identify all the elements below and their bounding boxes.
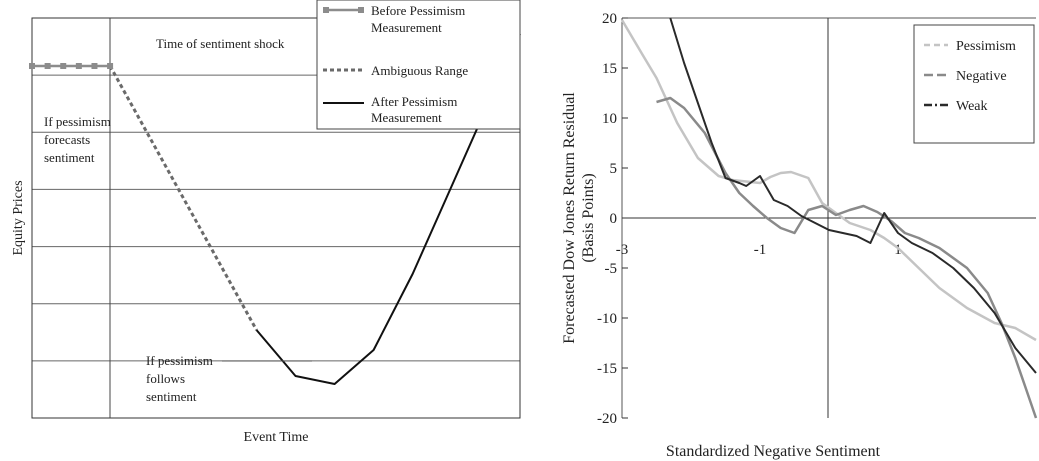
before-series-marker [91, 63, 98, 69]
right-legend: Pessimism Negative Weak [913, 24, 1035, 144]
right-x-tick-label: 1 [894, 242, 902, 258]
legend-label-after-line-2: Measurement [371, 110, 442, 125]
left-x-axis-label: Event Time [244, 430, 309, 445]
right-y-tick-label: 15 [602, 61, 617, 77]
legend-label-before-line-1: Before Pessimism [371, 3, 465, 18]
forecasts-annotation-line-1: If pessimism [44, 114, 111, 129]
right-series-line-pessimism [620, 19, 1037, 342]
right-x-tick-label: -1 [754, 242, 767, 258]
legend-item-negative: Negative [924, 69, 1007, 84]
left-series-line-2 [108, 65, 258, 331]
right-chart: 20 15 10 5 0 -5 -10 -15 -20 -3 -1 1 Standardized N… [561, 11, 1038, 460]
right-y-tick-label: 0 [610, 211, 618, 227]
legend-swatch-before-marker-right [358, 7, 364, 13]
right-y-tick-label: 20 [602, 11, 617, 27]
legend-item-after: After Pessimism Measurement [323, 94, 457, 125]
before-series-marker [107, 63, 114, 69]
legend-label-pessimism: Pessimism [956, 39, 1016, 54]
right-x-tick-label: -3 [616, 242, 629, 258]
before-series-marker [29, 63, 35, 69]
follows-annotation-line-2: follows [146, 371, 185, 386]
right-y-tick-label: -20 [597, 411, 617, 427]
follows-annotation-line-3: sentiment [146, 389, 197, 404]
legend-item-pessimism: Pessimism [924, 39, 1016, 54]
left-y-axis-label: Equity Prices [11, 180, 26, 255]
forecasts-annotation-line-3: sentiment [44, 150, 95, 165]
legend-label-after-line-1: After Pessimism [371, 94, 457, 109]
left-legend-box [316, 0, 521, 130]
right-y-tick-label: 10 [602, 111, 617, 127]
legend-item-before: Before Pessimism Measurement [323, 3, 465, 35]
legend-label-negative: Negative [956, 69, 1007, 84]
right-y-tick-label: -5 [605, 261, 618, 277]
legend-item-weak: Weak [924, 99, 988, 114]
before-series-marker [75, 63, 82, 69]
right-y-axis-label-line-1: Forecasted Dow Jones Return Residual [561, 92, 578, 344]
forecasts-annotation-line-2: forecasts [44, 132, 90, 147]
before-series-marker [60, 63, 67, 69]
shock-annotation: Time of sentiment shock [156, 36, 285, 51]
right-y-ticks: 20 15 10 5 0 -5 -10 -15 -20 [597, 11, 628, 427]
legend-item-ambiguous: Ambiguous Range [323, 63, 468, 78]
right-series-line-weak [669, 17, 1037, 374]
right-y-axis-label-line-2: (Basis Points) [580, 173, 597, 262]
right-x-axis-label: Standardized Negative Sentiment [666, 443, 881, 460]
legend-label-ambiguous: Ambiguous Range [371, 63, 468, 78]
legend-label-before-line-2: Measurement [371, 20, 442, 35]
before-series-marker [44, 63, 51, 69]
legend-label-weak: Weak [956, 99, 988, 114]
left-plot-frame [31, 17, 521, 419]
right-x-ticks: -3 -1 1 [616, 242, 902, 258]
right-series-lines [620, 17, 1038, 419]
legend-swatch-before-marker-left [323, 7, 329, 13]
left-legend: Before Pessimism Measurement Ambiguous R… [316, 0, 521, 130]
left-chart: Time of sentiment shock If pessimism for… [11, 0, 521, 445]
right-y-tick-label: -15 [597, 361, 617, 377]
follows-annotation-line-1: If pessimism [146, 353, 213, 368]
right-series-line-negative [656, 96, 1038, 419]
right-y-tick-label: -10 [597, 311, 617, 327]
right-y-tick-label: 5 [610, 161, 618, 177]
